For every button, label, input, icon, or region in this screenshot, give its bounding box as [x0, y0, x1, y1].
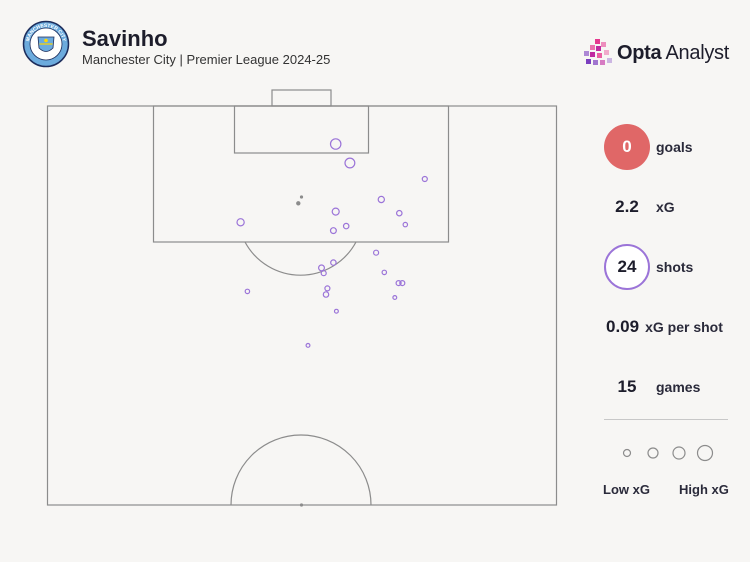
- opta-analyst-wordmark: Opta Analyst: [617, 42, 729, 65]
- shot-marker-22: [392, 295, 398, 301]
- player-name: Savinho: [82, 26, 168, 51]
- shot-marker-10: [402, 221, 409, 228]
- stat-xg: 2.2 xG: [604, 184, 675, 230]
- stat-goals: 0 goals: [604, 124, 693, 170]
- legend-circle-xs: [622, 448, 632, 458]
- centre-circle: [230, 434, 372, 506]
- manchester-city-crest-icon: MANCHESTER CITY: [22, 20, 70, 68]
- goal-frame: [271, 89, 332, 107]
- shot-marker-16: [381, 269, 388, 276]
- six-yard-box: [233, 105, 370, 154]
- xg-per-shot-label: xG per shot: [645, 319, 723, 335]
- subtitle: Manchester City | Premier League 2024-25: [82, 52, 331, 67]
- shot-marker-17: [395, 280, 402, 287]
- shot-marker-4: [296, 201, 301, 206]
- shot-marker-12: [373, 249, 380, 256]
- shot-marker-18: [399, 280, 406, 287]
- penalty-spot: [299, 195, 304, 199]
- shot-marker-8: [377, 195, 385, 204]
- shot-map-pitch: [46, 89, 558, 507]
- shot-marker-15: [320, 270, 327, 277]
- shots-label: shots: [656, 259, 694, 275]
- shot-marker-7: [342, 222, 350, 230]
- shot-marker-9: [395, 209, 403, 217]
- legend-low-label: Low xG: [603, 482, 650, 497]
- goals-value: 0: [604, 124, 650, 170]
- brand-name-bold: Opta: [617, 41, 662, 64]
- xg-value: 2.2: [615, 197, 639, 216]
- xg-size-legend: [622, 444, 714, 462]
- shot-marker-2: [344, 157, 356, 169]
- legend-circle-s: [647, 447, 659, 459]
- goals-label: goals: [656, 139, 693, 155]
- brand-name-rest: Analyst: [661, 41, 730, 64]
- penalty-arc: [244, 241, 357, 276]
- legend-circle-l: [696, 444, 714, 462]
- legend-circle-m: [672, 446, 686, 460]
- shot-marker-1: [329, 138, 342, 150]
- shot-marker-23: [333, 308, 339, 314]
- legend-high-label: High xG: [679, 482, 729, 497]
- opta-pixel-mark-icon: [584, 39, 612, 65]
- stat-shots: 24 shots: [604, 244, 693, 290]
- shot-marker-21: [244, 288, 251, 295]
- opta-analyst-logo: Opta Analyst: [584, 38, 729, 68]
- stat-games: 15 games: [604, 364, 701, 410]
- stat-xg-per-shot: 0.09 xG per shot: [604, 304, 723, 350]
- games-label: games: [656, 379, 701, 395]
- xg-label: xG: [656, 199, 675, 215]
- pitch-boundary: [46, 105, 558, 506]
- shot-marker-20: [322, 291, 330, 298]
- shot-marker-5: [331, 207, 340, 216]
- games-value: 15: [617, 377, 637, 396]
- legend-divider: [604, 419, 728, 420]
- shot-marker-24: [305, 342, 311, 348]
- xg-per-shot-value: 0.09: [606, 317, 640, 336]
- shot-marker-6: [329, 227, 337, 235]
- shot-marker-11: [421, 175, 428, 183]
- shot-marker-19: [324, 285, 331, 292]
- centre-spot: [299, 503, 304, 507]
- shots-value: 24: [604, 244, 650, 290]
- penalty-box: [152, 105, 450, 243]
- shot-marker-3: [236, 218, 245, 227]
- shot-marker-14: [318, 264, 326, 272]
- shot-marker-13: [330, 259, 337, 266]
